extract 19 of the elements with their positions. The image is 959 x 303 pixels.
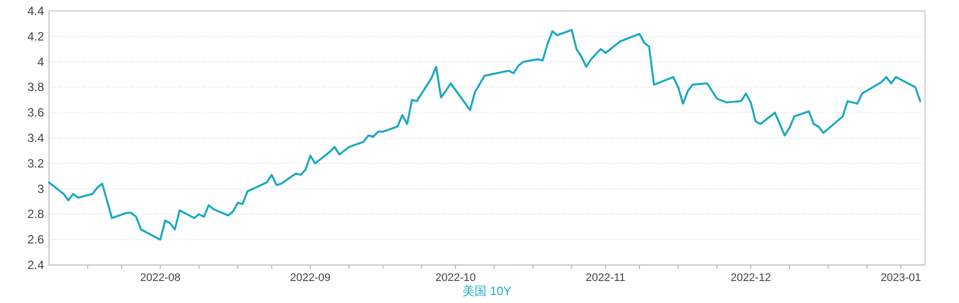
y-tick-label: 3.2	[27, 156, 44, 170]
y-tick-label: 4	[37, 54, 44, 69]
x-tick-label: 2023-01	[880, 272, 921, 284]
text: 美国 10Y	[462, 284, 512, 298]
x-tick-label: 2022-09	[290, 272, 331, 284]
y-tick-label: 3	[37, 182, 44, 196]
y-tick-label: 2.8	[27, 207, 44, 222]
y-tick-label: 3.8	[27, 80, 44, 94]
x-tick-label: 2022-10	[435, 272, 476, 284]
x-tick-label: 2022-08	[140, 272, 180, 284]
y-tick-label: 3.4	[27, 131, 44, 145]
x-tick-label: 2022-11	[586, 272, 626, 284]
y-tick-label: 4.4	[27, 4, 44, 18]
y-tick-label: 2.6	[27, 232, 44, 247]
line-series	[48, 29, 922, 241]
y-tick-label: 3.6	[27, 106, 44, 120]
x-tick-label: 2022-12	[730, 272, 771, 284]
y-tick-label: 2.4	[27, 258, 44, 272]
y-tick-label: 4.2	[27, 29, 44, 44]
